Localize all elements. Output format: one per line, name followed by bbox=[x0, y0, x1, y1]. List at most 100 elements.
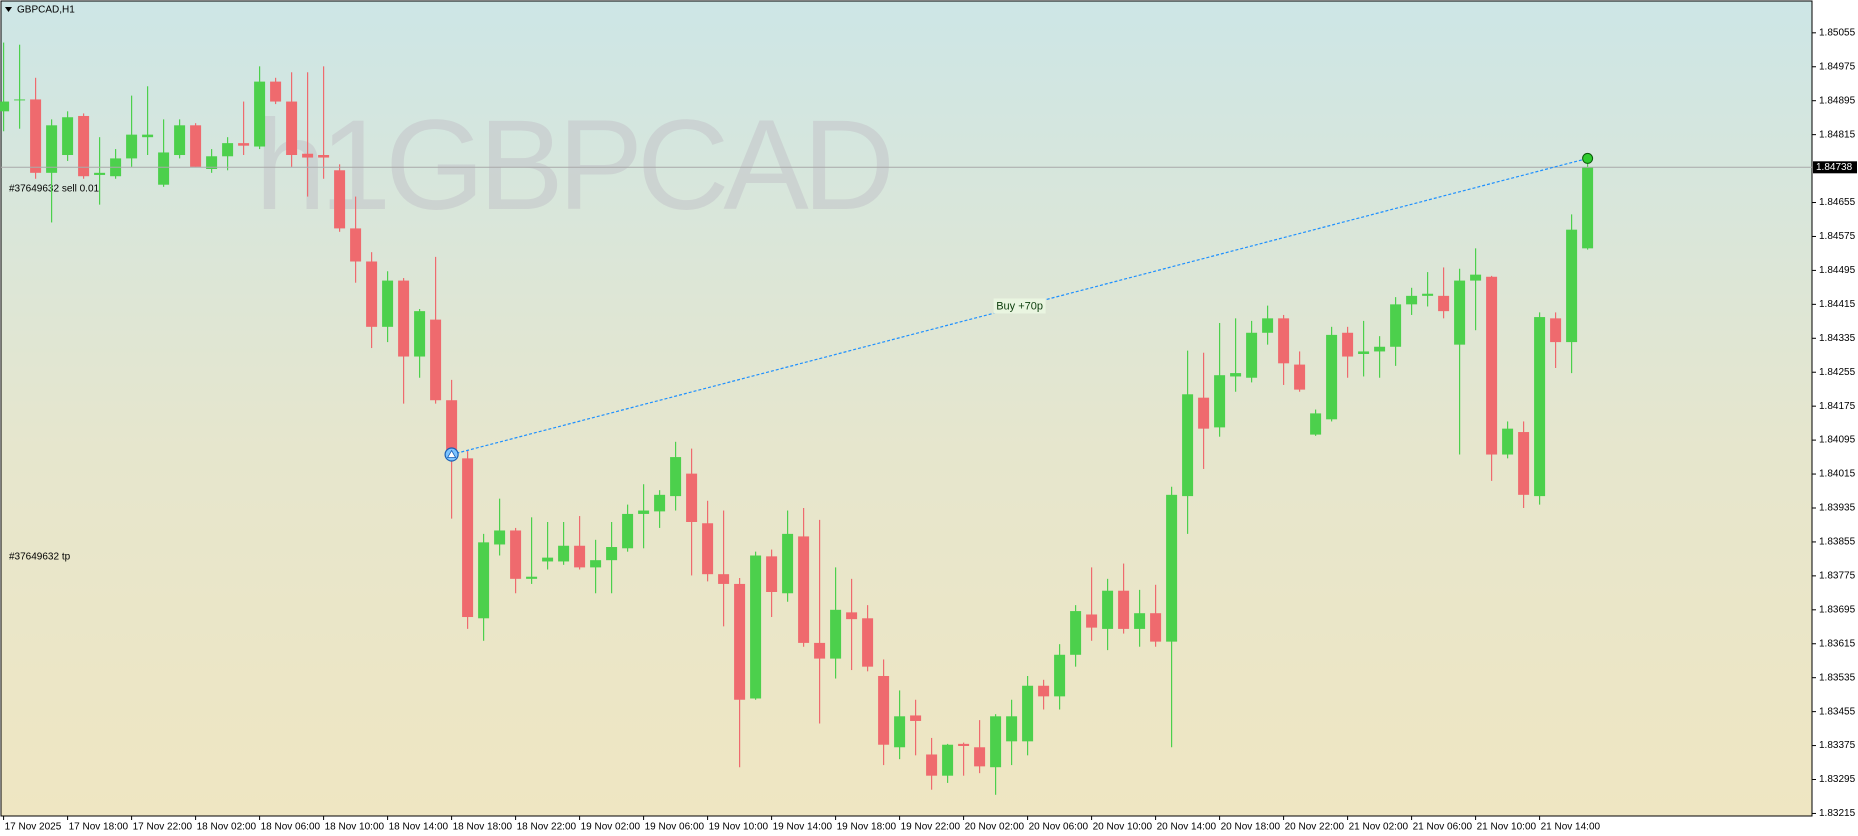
x-tick-label: 21 Nov 14:00 bbox=[1541, 822, 1601, 833]
candle-body bbox=[590, 560, 602, 568]
x-tick-label: 20 Nov 22:00 bbox=[1285, 822, 1345, 833]
x-tick-label: 19 Nov 14:00 bbox=[773, 822, 833, 833]
current-price-box bbox=[1813, 161, 1857, 174]
candle-body bbox=[398, 280, 410, 357]
candle-body bbox=[1550, 318, 1562, 343]
candle-body bbox=[1326, 334, 1338, 420]
y-tick-label: 1.83855 bbox=[1819, 537, 1856, 548]
y-tick-label: 1.83215 bbox=[1819, 808, 1856, 819]
candle-body bbox=[254, 81, 266, 147]
candle-body bbox=[958, 743, 970, 746]
candle-body bbox=[334, 170, 346, 229]
candle-body bbox=[1438, 295, 1450, 312]
y-tick-label: 1.84575 bbox=[1819, 231, 1856, 242]
candle-body bbox=[78, 115, 90, 177]
y-tick-label: 1.83695 bbox=[1819, 604, 1856, 615]
candle-body bbox=[1502, 428, 1514, 455]
x-tick-label: 19 Nov 10:00 bbox=[709, 822, 769, 833]
candle-body bbox=[1182, 394, 1194, 497]
candle-body bbox=[1294, 364, 1306, 390]
menu-arrow[interactable] bbox=[5, 7, 12, 12]
trade-label-box bbox=[993, 298, 1046, 314]
candle-body bbox=[686, 473, 698, 522]
candle-body bbox=[1198, 397, 1210, 429]
candle-body bbox=[814, 642, 826, 659]
candle-body bbox=[622, 513, 634, 549]
candle-body bbox=[1118, 590, 1130, 629]
candle-body bbox=[382, 280, 394, 327]
x-tick-label: 20 Nov 14:00 bbox=[1157, 822, 1217, 833]
y-tick-label: 1.84495 bbox=[1819, 265, 1856, 276]
candle-body bbox=[158, 152, 170, 185]
x-tick-label: 17 Nov 22:00 bbox=[133, 822, 193, 833]
candle-body bbox=[654, 494, 666, 512]
candle-body bbox=[206, 156, 218, 170]
candle-body bbox=[1470, 274, 1482, 281]
candle-body bbox=[1342, 332, 1354, 357]
y-tick-label: 1.83615 bbox=[1819, 638, 1856, 649]
x-tick-label: 20 Nov 18:00 bbox=[1221, 822, 1281, 833]
candle-body bbox=[0, 101, 10, 112]
candle-body bbox=[238, 143, 250, 146]
y-tick-label: 1.84415 bbox=[1819, 299, 1856, 310]
candle-body bbox=[1070, 611, 1082, 655]
candle-body bbox=[1150, 613, 1162, 642]
candle-body bbox=[894, 716, 906, 748]
x-tick-label: 20 Nov 06:00 bbox=[1029, 822, 1089, 833]
candle-body bbox=[942, 744, 954, 776]
x-tick-label: 18 Nov 22:00 bbox=[517, 822, 577, 833]
candle-body bbox=[174, 125, 186, 156]
candle-body bbox=[1406, 295, 1418, 305]
y-tick-label: 1.83535 bbox=[1819, 672, 1856, 683]
candle-body bbox=[1534, 317, 1546, 497]
candle-body bbox=[1374, 346, 1386, 352]
candle-body bbox=[1422, 293, 1434, 296]
candle-body bbox=[542, 557, 554, 562]
candle-body bbox=[414, 311, 426, 357]
candle-body bbox=[1486, 276, 1498, 455]
candle-body bbox=[446, 400, 458, 455]
candle-body bbox=[990, 716, 1002, 768]
y-tick-label: 1.84895 bbox=[1819, 95, 1856, 106]
y-tick-label: 1.84175 bbox=[1819, 401, 1856, 412]
y-tick-label: 1.84015 bbox=[1819, 469, 1856, 480]
candle-body bbox=[46, 125, 58, 173]
x-tick-label: 17 Nov 18:00 bbox=[69, 822, 129, 833]
candle-body bbox=[526, 576, 538, 579]
candle-body bbox=[846, 612, 858, 620]
x-tick-label: 18 Nov 18:00 bbox=[453, 822, 513, 833]
candle-body bbox=[974, 747, 986, 767]
candle-body bbox=[1518, 432, 1530, 495]
y-tick-label: 1.83295 bbox=[1819, 774, 1856, 785]
candle-body bbox=[462, 458, 474, 618]
candle-body bbox=[1246, 332, 1258, 378]
trade-label: Buy +70p bbox=[996, 300, 1043, 312]
candle-body bbox=[910, 715, 922, 721]
candle-body bbox=[862, 618, 874, 667]
candle-body bbox=[286, 101, 298, 156]
candle-body bbox=[1582, 167, 1594, 249]
y-tick-label: 1.84255 bbox=[1819, 367, 1856, 378]
x-tick-label: 19 Nov 18:00 bbox=[837, 822, 897, 833]
x-tick-label: 19 Nov 02:00 bbox=[581, 822, 641, 833]
x-tick-label: 18 Nov 10:00 bbox=[325, 822, 385, 833]
candle-body bbox=[766, 556, 778, 592]
candle-body bbox=[1022, 685, 1034, 742]
order-label: #37649632 sell 0.01 bbox=[9, 184, 100, 195]
candle-body bbox=[1054, 654, 1066, 697]
current-price-label: 1.84738 bbox=[1816, 162, 1853, 173]
order-label: #37649632 tp bbox=[9, 552, 71, 563]
y-tick-label: 1.84335 bbox=[1819, 333, 1856, 344]
chart-title: GBPCAD,H1 bbox=[17, 5, 75, 16]
trade-exit bbox=[1582, 152, 1594, 164]
candle-body bbox=[1262, 318, 1274, 333]
x-tick-label: 18 Nov 06:00 bbox=[261, 822, 321, 833]
candle-body bbox=[750, 555, 762, 699]
candle-body bbox=[14, 99, 26, 101]
candle-body bbox=[1454, 280, 1466, 345]
candle-body bbox=[1134, 613, 1146, 629]
x-tick-label: 21 Nov 02:00 bbox=[1349, 822, 1409, 833]
candle-body bbox=[574, 545, 586, 568]
x-tick-label: 19 Nov 22:00 bbox=[901, 822, 961, 833]
y-tick-label: 1.83935 bbox=[1819, 503, 1856, 514]
